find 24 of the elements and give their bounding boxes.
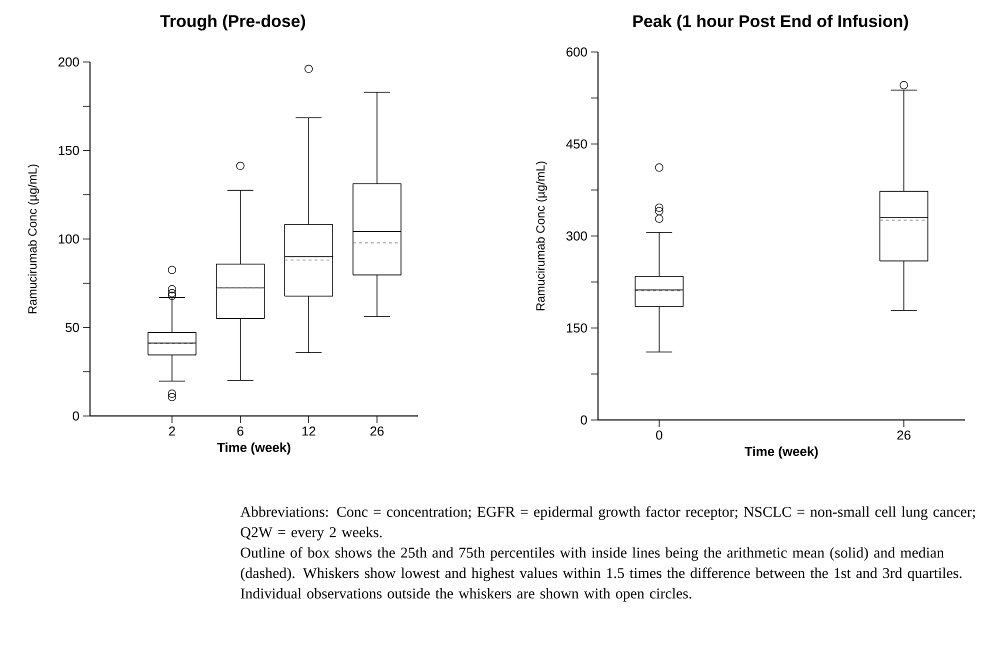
chart-title: Peak (1 hour Post End of Infusion) xyxy=(633,14,908,30)
y-tick-label: 0 xyxy=(580,415,587,425)
x-tick-label: 6 xyxy=(237,426,244,436)
y-tick-label: 200 xyxy=(58,57,79,67)
y-tick-label: 150 xyxy=(566,323,587,333)
y-tick-label: 450 xyxy=(566,139,587,149)
y-tick-label: 300 xyxy=(566,231,587,241)
x-tick-label: 0 xyxy=(656,430,662,440)
x-tick-label: 12 xyxy=(302,426,316,436)
x-axis-title: Time (week) xyxy=(744,446,818,459)
x-axis-title: Time (week) xyxy=(217,442,290,455)
y-tick-label: 0 xyxy=(72,411,79,421)
x-tick-label: 2 xyxy=(169,426,175,436)
x-tick-label: 26 xyxy=(897,430,910,440)
y-tick-label: 150 xyxy=(58,146,79,156)
x-tick-label: 26 xyxy=(370,426,384,436)
text: Abbreviations: Conc = concentration; EGFR = epidermal growth factor receptor; NSCLC = non-small cell lung cancer; Q2W = every 2 weeks. xyxy=(240,506,975,540)
y-tick-label: 600 xyxy=(566,47,587,57)
text: Outline of box shows the 25th and 75th percentiles with inside lines being the arithmetic mean (solid) and median (dashed). Whiskers show lowest and highest values within 1.5 times the difference between the 1st and 3rd quartiles. Individual observations outside the whiskers are shown with open circles. xyxy=(240,547,962,602)
chart-title: Trough (Pre-dose) xyxy=(160,14,306,30)
y-tick-label: 100 xyxy=(58,234,79,244)
y-tick-label: 50 xyxy=(66,322,79,332)
y-axis-title: Ramucirumab Conc (µg/mL) xyxy=(28,164,40,314)
y-axis-title: Ramucirumab Conc (µg/mL) xyxy=(536,162,548,310)
